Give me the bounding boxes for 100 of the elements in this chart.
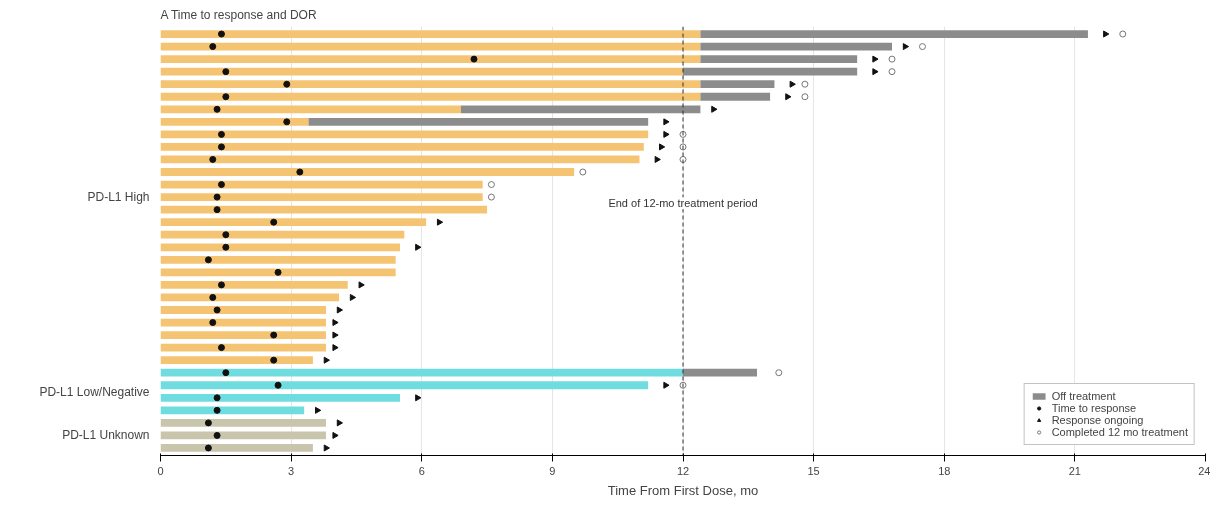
point [274, 381, 282, 389]
point [358, 281, 365, 289]
bar [160, 331, 326, 339]
bar [700, 42, 892, 51]
point [209, 43, 217, 51]
point [663, 118, 670, 126]
point [217, 143, 225, 151]
bar [700, 30, 1088, 38]
point [217, 130, 225, 138]
bar [683, 67, 858, 76]
point [918, 43, 926, 51]
point [336, 306, 343, 314]
bar [160, 205, 488, 214]
bar [160, 80, 701, 89]
bar [160, 218, 427, 227]
point [659, 143, 666, 151]
point [222, 369, 230, 377]
point [217, 281, 225, 289]
bar [160, 393, 400, 402]
bar [160, 255, 396, 264]
point [213, 306, 221, 314]
bar [160, 130, 649, 139]
point [213, 394, 221, 402]
x-tick-label: 9 [549, 464, 556, 477]
point [270, 356, 278, 364]
bar [160, 42, 701, 51]
bar [160, 431, 326, 440]
text: PD-L1 High [87, 190, 150, 205]
point [579, 168, 587, 176]
legend-label: Off treatment [1051, 390, 1116, 402]
point [270, 218, 278, 226]
point [213, 431, 221, 439]
point [789, 80, 796, 88]
text: PD-L1 Low/Negative [39, 384, 150, 399]
point [213, 193, 221, 201]
point [336, 419, 343, 427]
bar [160, 243, 400, 252]
point [209, 319, 217, 327]
point [888, 68, 896, 76]
bar [160, 381, 649, 390]
point [204, 419, 212, 427]
point [209, 155, 217, 163]
point [332, 331, 339, 339]
point [663, 130, 670, 138]
point [775, 369, 783, 377]
point [801, 80, 809, 88]
point [332, 344, 339, 352]
bar [160, 293, 340, 302]
bar [160, 55, 701, 63]
x-tick-label: 18 [938, 464, 951, 477]
bar [160, 155, 640, 164]
bar [160, 143, 644, 151]
point [436, 218, 444, 226]
bar [160, 105, 461, 114]
point [323, 356, 330, 364]
point [663, 381, 670, 389]
point [711, 105, 718, 113]
point [415, 394, 422, 402]
x-tick-label: 0 [157, 464, 164, 477]
point [1103, 30, 1110, 38]
x-tick-label: 6 [418, 464, 425, 477]
point [209, 293, 217, 301]
point [888, 55, 896, 63]
point [487, 181, 495, 189]
point [1119, 30, 1127, 38]
point [217, 30, 225, 38]
bar [160, 230, 405, 239]
legend-label: Completed 12 mo treatment [1051, 426, 1188, 438]
text: A Time to response and DOR [160, 7, 317, 22]
bar [160, 419, 326, 427]
bar [308, 117, 649, 126]
point [222, 231, 230, 239]
point [902, 43, 910, 51]
bar [160, 180, 483, 189]
bar [160, 168, 575, 176]
point [213, 206, 221, 214]
x-tick-label: 24 [1198, 464, 1211, 477]
point [274, 268, 282, 276]
bar [160, 444, 313, 452]
point [315, 406, 322, 414]
point [654, 155, 661, 163]
x-tick-label: 15 [807, 464, 820, 477]
point [204, 256, 212, 264]
point [213, 406, 221, 414]
bar [160, 406, 305, 415]
bar [683, 368, 758, 377]
x-tick-label: 12 [676, 464, 690, 477]
point [415, 243, 422, 251]
bar [160, 343, 326, 352]
ref-line-label: End of 12-mo treatment period [608, 197, 758, 210]
point [270, 331, 278, 339]
bar [160, 67, 683, 76]
bar [160, 30, 701, 38]
bar [160, 268, 396, 277]
legend-label: Response ongoing [1051, 414, 1144, 426]
x-tick-label: 21 [1068, 464, 1082, 477]
point [296, 168, 304, 176]
bar [160, 193, 483, 201]
bar [160, 117, 309, 126]
point [222, 243, 230, 251]
